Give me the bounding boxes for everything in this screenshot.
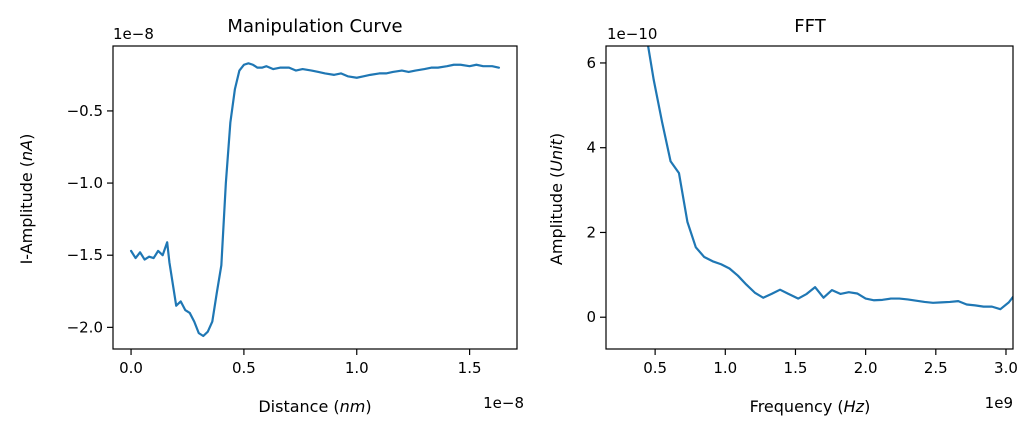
series-line xyxy=(129,62,501,338)
fft-panel: FFT 1e−10 1e9 Frequency (Hz) Amplitude (… xyxy=(547,16,1018,416)
x-tick-label: 1.5 xyxy=(458,359,482,377)
y-tick-label: 2 xyxy=(586,223,596,241)
x-axis-label-close: ) xyxy=(864,397,870,416)
x-tick-label: 0.5 xyxy=(643,359,667,377)
x-tick-label: 1.0 xyxy=(345,359,369,377)
x-axis-label-close: ) xyxy=(365,397,371,416)
x-axis-label: Frequency (Hz) xyxy=(750,397,871,416)
y-tick-label: −1.0 xyxy=(67,174,103,192)
x-tick-label: 0.5 xyxy=(232,359,256,377)
x-tick-label: 1.5 xyxy=(784,359,808,377)
x-tick-label: 3.0 xyxy=(994,359,1018,377)
y-axis-label-text: I-Amplitude ( xyxy=(17,161,36,264)
plot-area-frame xyxy=(112,45,518,350)
y-tick-label: −0.5 xyxy=(67,102,103,120)
x-axis-label-unit: Hz xyxy=(844,397,865,416)
y-axis-label: Amplitude (Unit) xyxy=(547,133,566,265)
y-axis-label-close: ) xyxy=(17,134,36,140)
x-tick-label: 2.5 xyxy=(924,359,948,377)
y-tick-label: 4 xyxy=(586,139,596,157)
y-offset-text: 1e−10 xyxy=(607,25,657,43)
y-tick-label: −1.5 xyxy=(67,246,103,264)
x-axis-label-text: Frequency ( xyxy=(750,397,844,416)
chart-title: Manipulation Curve xyxy=(227,16,402,37)
x-axis-label-text: Distance ( xyxy=(258,397,339,416)
y-tick-label: 6 xyxy=(586,54,596,72)
chart-title: FFT xyxy=(794,16,826,37)
y-tick-label: −2.0 xyxy=(67,318,103,336)
x-offset-text: 1e−8 xyxy=(483,394,524,412)
x-offset-text: 1e9 xyxy=(985,394,1013,412)
y-axis-label-text: Amplitude ( xyxy=(547,172,566,265)
x-tick-label: 2.0 xyxy=(854,359,878,377)
y-tick-label: 0 xyxy=(586,308,596,326)
x-axis-label-unit: nm xyxy=(340,397,366,416)
y-axis-label-close: ) xyxy=(547,133,566,139)
y-axis-label: I-Amplitude (nA) xyxy=(17,134,36,265)
y-axis-label-unit: nA xyxy=(17,140,36,161)
x-tick-label: 0.0 xyxy=(119,359,143,377)
y-axis-label-unit: Unit xyxy=(547,138,566,171)
x-axis-label: Distance (nm) xyxy=(258,397,371,416)
x-tick-label: 1.0 xyxy=(713,359,737,377)
y-offset-text: 1e−8 xyxy=(113,25,154,43)
series-line xyxy=(647,46,1013,311)
plot-area-frame xyxy=(605,45,1014,350)
manipulation-curve-panel: Manipulation Curve 1e−8 1e−8 Distance (n… xyxy=(17,16,524,416)
